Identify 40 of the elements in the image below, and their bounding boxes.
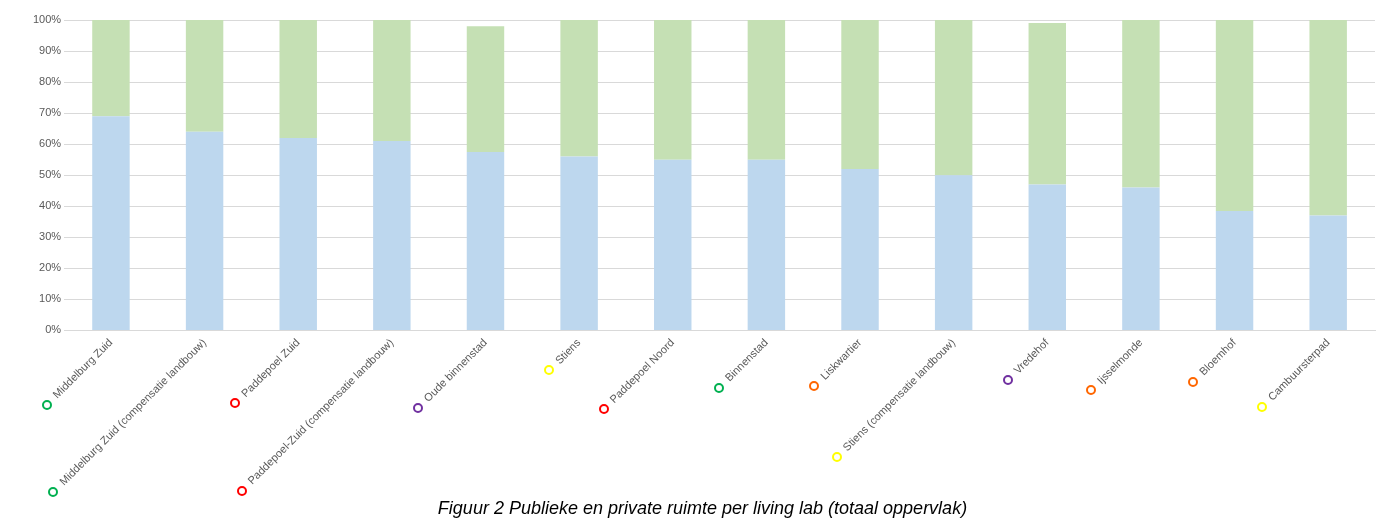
- bar: [560, 156, 598, 330]
- bar: [841, 168, 879, 330]
- bar: [466, 151, 505, 330]
- bar: [373, 141, 411, 330]
- bar: [560, 20, 598, 157]
- bar: [373, 20, 411, 142]
- bar: [1028, 23, 1067, 185]
- bar: [1215, 20, 1254, 211]
- y-tick-label: 60%: [39, 137, 62, 150]
- bar: [279, 20, 317, 138]
- y-tick-label: 90%: [39, 44, 62, 57]
- y-tick-label: 70%: [39, 106, 62, 119]
- y-tick-label: 20%: [39, 261, 62, 274]
- bar: [92, 20, 130, 117]
- bar: [1122, 187, 1160, 330]
- bar: [185, 131, 224, 330]
- bar: [1309, 20, 1347, 216]
- bar: [279, 137, 317, 330]
- bar: [934, 175, 973, 330]
- bar: [654, 159, 692, 330]
- text: Figuur 2 Publieke en private ruimte per living lab (totaal oppervlak): [437, 498, 968, 519]
- y-tick-label: 0%: [45, 323, 62, 336]
- y-tick-label: 40%: [39, 199, 62, 212]
- y-tick-label: 10%: [39, 292, 62, 305]
- bar: [841, 20, 879, 169]
- y-tick-label: 80%: [39, 75, 62, 88]
- bar: [934, 20, 973, 176]
- bar: [185, 20, 224, 132]
- bar: [747, 159, 786, 330]
- bar: [1122, 20, 1160, 188]
- bar: [654, 20, 692, 160]
- y-tick-label: 100%: [32, 13, 62, 26]
- bar: [1215, 210, 1254, 330]
- bar: [1309, 215, 1347, 330]
- bar: [747, 20, 786, 160]
- bar: [466, 26, 505, 152]
- bar: [1028, 184, 1067, 330]
- bar: [92, 116, 130, 330]
- y-tick-label: 30%: [39, 230, 62, 243]
- y-tick-label: 50%: [39, 168, 62, 181]
